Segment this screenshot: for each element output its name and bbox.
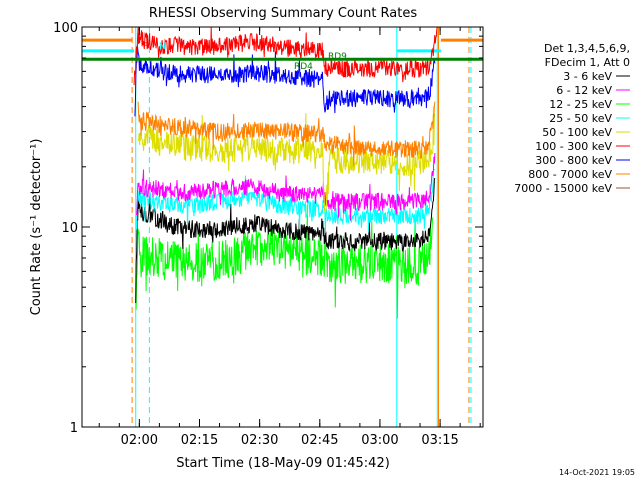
legend-label-1: 6 - 12 keV	[556, 84, 612, 97]
legend-label-2: 12 - 25 keV	[549, 98, 612, 111]
annotation-rd4: RD4	[294, 62, 313, 72]
series-line-50-100kev	[137, 106, 436, 213]
y-tick-label-2: 100	[53, 21, 78, 36]
legend-label-8: 7000 - 15000 keV	[514, 182, 612, 195]
series-line-300-800kev	[134, 45, 436, 117]
legend-label-5: 100 - 300 keV	[535, 140, 612, 153]
legend-label-4: 50 - 100 keV	[542, 126, 612, 139]
x-tick-label-1: 02:15	[181, 433, 218, 448]
vertical-markers	[131, 27, 472, 427]
annotation-rd9: RD9	[328, 52, 347, 62]
series-line-12-25kev	[135, 204, 434, 319]
x-axis-label: Start Time (18-May-09 01:45:42)	[176, 456, 390, 471]
x-tick-label-5: 03:15	[421, 433, 458, 448]
legend-header-1: Det 1,3,4,5,6,9,	[544, 42, 630, 55]
y-tick-label-1: 10	[61, 221, 78, 236]
annotation-n: N	[159, 42, 166, 52]
annotations: RD4 RD9 F N	[143, 42, 347, 72]
legend-label-6: 300 - 800 keV	[535, 154, 612, 167]
footer-date: 14-Oct-2021 19:05	[559, 468, 635, 477]
x-tick-label-0: 02:00	[121, 433, 158, 448]
series-line-6-12kev	[136, 152, 436, 221]
legend-label-3: 25 - 50 keV	[549, 112, 612, 125]
annotation-f: F	[143, 42, 148, 52]
ticks: 02:00 02:15 02:30 02:45 03:00 03:15 1 10 100	[53, 21, 483, 448]
series-line-3-6kev	[135, 177, 436, 304]
x-tick-label-3: 02:45	[301, 433, 338, 448]
legend-label-0: 3 - 6 keV	[563, 70, 612, 83]
legend-label-7: 800 - 7000 keV	[528, 168, 612, 181]
y-tick-label-0: 1	[70, 421, 78, 436]
chart-title: RHESSI Observing Summary Count Rates	[149, 6, 418, 21]
legend-header-2: FDecim 1, Att 0	[545, 56, 630, 69]
x-tick-label-4: 03:00	[361, 433, 398, 448]
series-line-25-50kev	[136, 168, 435, 236]
series-line-800-7000kev	[137, 101, 436, 167]
y-axis-label: Count Rate (s⁻¹ detector⁻¹)	[29, 139, 44, 316]
series-lines	[133, 27, 438, 319]
x-tick-label-2: 02:30	[241, 433, 278, 448]
legend: Det 1,3,4,5,6,9, FDecim 1, Att 0 3 - 6 k…	[514, 42, 630, 195]
series-line-100-300kev	[133, 27, 438, 86]
